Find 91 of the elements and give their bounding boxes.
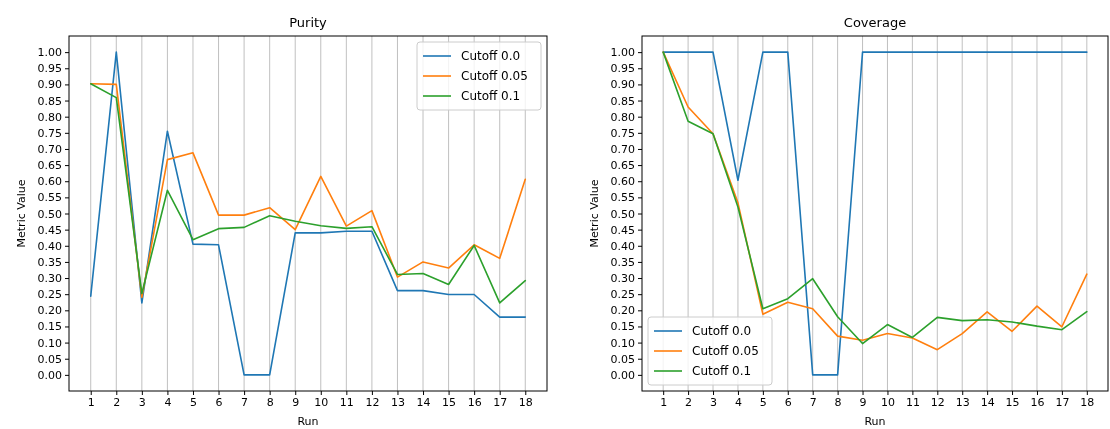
y-tick-label: 0.05 <box>37 352 62 366</box>
x-tick-label: 18 <box>518 395 533 409</box>
legend-label: Cutoff 0.1 <box>461 89 521 103</box>
y-tick-label: 1.00 <box>37 46 62 60</box>
y-tick-label: 0.55 <box>37 191 62 205</box>
x-tick-label: 3 <box>710 395 718 409</box>
y-tick-label: 0.85 <box>37 94 62 108</box>
legend-label: Cutoff 0.1 <box>692 364 752 378</box>
y-tick-label: 0.70 <box>37 142 62 156</box>
x-tick-label: 10 <box>314 395 329 409</box>
y-tick-label: 0.90 <box>610 78 635 92</box>
y-tick-label: 0.95 <box>37 62 62 76</box>
y-tick-label: 0.30 <box>37 272 62 286</box>
x-tick-label: 11 <box>905 395 920 409</box>
x-tick-label: 8 <box>834 395 842 409</box>
x-tick-label: 17 <box>493 395 508 409</box>
y-axis-title: Metric Value <box>15 179 28 248</box>
y-tick-label: 0.45 <box>37 223 62 237</box>
y-tick-label: 0.65 <box>610 159 635 173</box>
x-tick-label: 2 <box>685 395 693 409</box>
x-axis-title: Run <box>297 415 319 428</box>
y-tick-label: 0.20 <box>37 304 62 318</box>
x-tick-label: 1 <box>87 395 95 409</box>
x-tick-label: 6 <box>784 395 792 409</box>
y-tick-label: 0.70 <box>610 142 635 156</box>
legend-label: Cutoff 0.0 <box>461 49 521 63</box>
y-tick-label: 0.15 <box>610 320 635 334</box>
y-tick-label: 0.10 <box>610 336 635 350</box>
y-tick-label: 0.50 <box>610 207 635 221</box>
x-tick-label: 12 <box>930 395 945 409</box>
x-tick-label: 1 <box>660 395 668 409</box>
x-tick-label: 5 <box>759 395 767 409</box>
x-tick-label: 12 <box>365 395 380 409</box>
y-tick-label: 0.50 <box>37 207 62 221</box>
y-tick-label: 0.30 <box>610 272 635 286</box>
x-axis-title: Run <box>864 415 886 428</box>
y-tick-label: 0.00 <box>610 368 635 382</box>
y-tick-label: 0.75 <box>37 126 62 140</box>
x-tick-label: 4 <box>164 395 172 409</box>
x-tick-label: 8 <box>266 395 274 409</box>
x-tick-label: 11 <box>339 395 354 409</box>
chart-title: Purity <box>289 15 328 30</box>
x-tick-label: 9 <box>859 395 867 409</box>
y-tick-label: 0.40 <box>37 239 62 253</box>
y-tick-label: 0.65 <box>37 159 62 173</box>
x-tick-label: 16 <box>467 395 482 409</box>
x-tick-label: 3 <box>138 395 146 409</box>
y-tick-label: 1.00 <box>610 46 635 60</box>
legend-label: Cutoff 0.05 <box>692 344 759 358</box>
y-tick-label: 0.85 <box>610 94 635 108</box>
x-tick-label: 15 <box>1005 395 1020 409</box>
y-tick-label: 0.95 <box>610 62 635 76</box>
y-tick-label: 0.80 <box>610 110 635 124</box>
line-series <box>89 51 527 376</box>
y-tick-label: 0.25 <box>37 288 62 302</box>
x-tick-label: 14 <box>980 395 995 409</box>
x-tick-label: 13 <box>390 395 405 409</box>
y-tick-label: 0.20 <box>610 304 635 318</box>
y-tick-label: 0.60 <box>610 175 635 189</box>
y-tick-label: 0.00 <box>37 368 62 382</box>
y-tick-label: 0.75 <box>610 126 635 140</box>
y-tick-label: 0.25 <box>610 288 635 302</box>
x-tick-label: 16 <box>1030 395 1045 409</box>
legend-label: Cutoff 0.05 <box>461 69 528 83</box>
y-tick-label: 0.45 <box>610 223 635 237</box>
x-tick-label: 18 <box>1080 395 1095 409</box>
y-tick-label: 0.15 <box>37 320 62 334</box>
x-tick-label: 4 <box>734 395 742 409</box>
x-tick-label: 5 <box>189 395 197 409</box>
y-tick-label: 0.55 <box>610 191 635 205</box>
y-tick-label: 0.35 <box>610 255 635 269</box>
x-tick-label: 13 <box>955 395 970 409</box>
y-tick-label: 0.80 <box>37 110 62 124</box>
legend-label: Cutoff 0.0 <box>692 324 752 338</box>
x-tick-label: 14 <box>416 395 431 409</box>
x-tick-label: 10 <box>880 395 895 409</box>
x-tick-label: 15 <box>442 395 457 409</box>
y-tick-label: 0.35 <box>37 255 62 269</box>
x-tick-label: 2 <box>113 395 121 409</box>
x-tick-label: 6 <box>215 395 223 409</box>
y-tick-label: 0.60 <box>37 175 62 189</box>
y-tick-label: 0.05 <box>610 352 635 366</box>
x-tick-label: 17 <box>1055 395 1070 409</box>
x-tick-label: 7 <box>809 395 817 409</box>
x-tick-label: 9 <box>292 395 300 409</box>
y-tick-label: 0.10 <box>37 336 62 350</box>
y-axis-title: Metric Value <box>588 179 601 248</box>
y-tick-label: 0.90 <box>37 78 62 92</box>
x-tick-label: 7 <box>241 395 249 409</box>
y-tick-label: 0.40 <box>610 239 635 253</box>
chart-title: Coverage <box>843 15 907 30</box>
